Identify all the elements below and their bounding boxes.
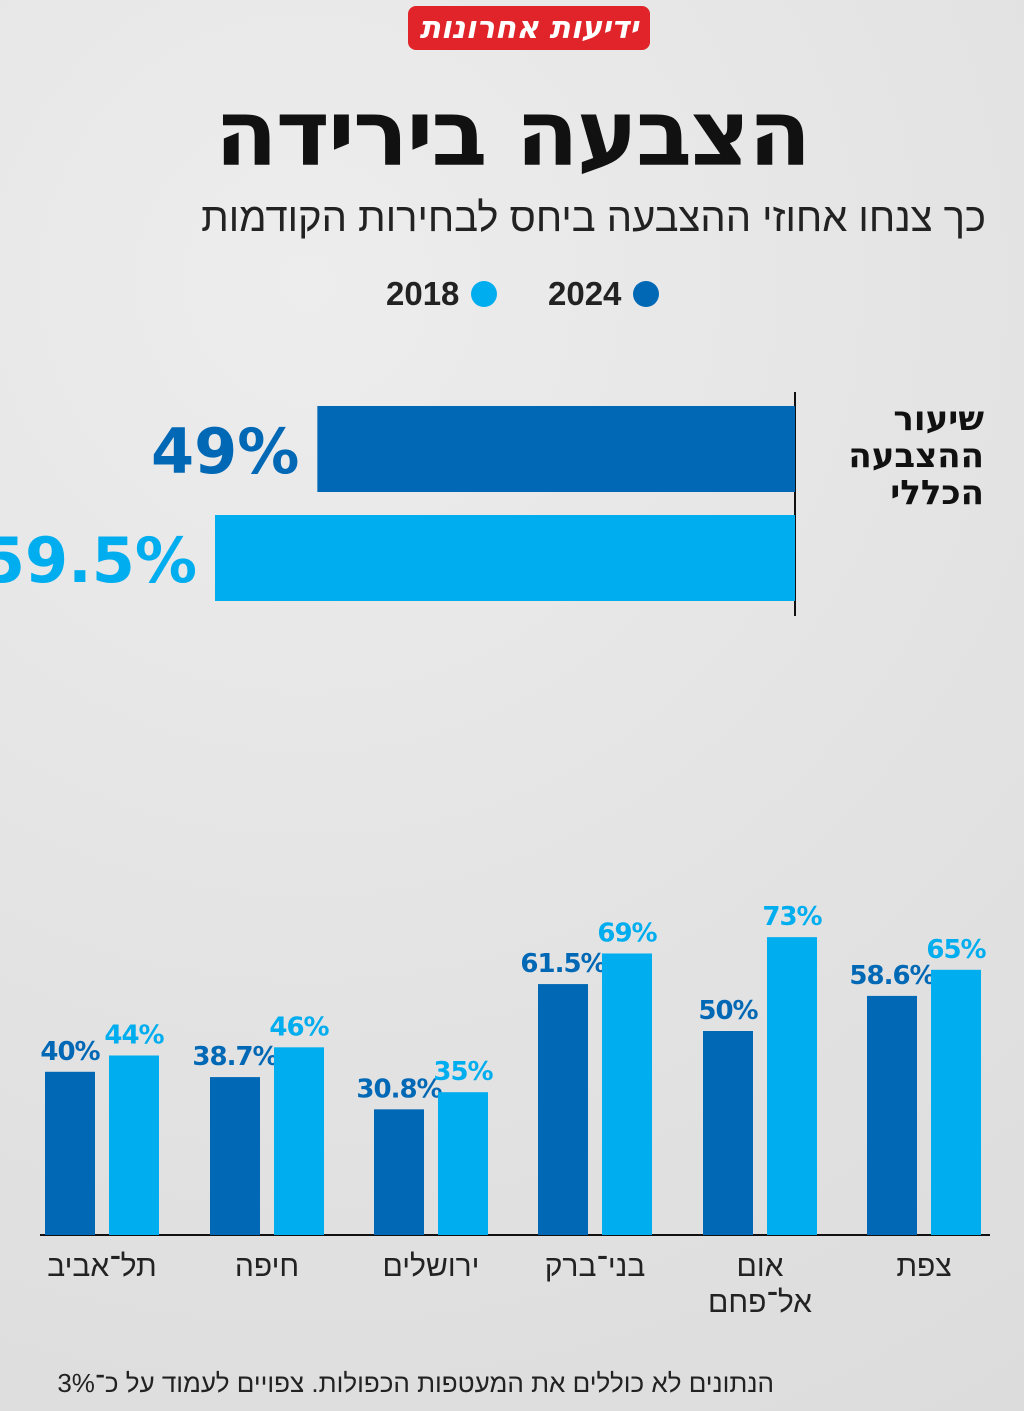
city-name-4: ירושלים: [383, 1250, 480, 1283]
city-bar-6-2018: [109, 1055, 159, 1235]
overall-bar-2018: [215, 515, 795, 601]
legend: 2024 2018: [0, 272, 1024, 316]
city-bar-5-2024: [210, 1077, 260, 1235]
city-bar-2-2018: [767, 937, 817, 1235]
city-label-3-2024: 61.5%: [520, 949, 606, 979]
city-bar-1-2018: [931, 969, 981, 1235]
overall-label-2024: 49%: [151, 415, 299, 488]
page-title: הצבעה בירידה: [214, 80, 812, 187]
legend-item-2024: 2024: [548, 272, 660, 316]
legend-item-2018: 2018: [386, 272, 498, 316]
city-label-2-2018: 73%: [762, 902, 822, 932]
overall-label-2018: 59.5%: [0, 524, 197, 597]
city-label-6-2018: 44%: [104, 1020, 164, 1050]
city-label-4-2018: 35%: [433, 1057, 493, 1087]
overall-title-line-3: הכללי: [890, 473, 984, 513]
footnote: הנתונים לא כוללים את המעטפות הכפולות. צפ…: [57, 1368, 774, 1398]
city-bar-4-2018: [438, 1092, 488, 1235]
city-label-2-2024: 50%: [698, 996, 758, 1026]
legend-label-2024: 2024: [548, 275, 622, 312]
city-label-6-2024: 40%: [40, 1037, 100, 1067]
page-subtitle: כך צנחו אחוזי ההצבעה ביחס לבחירות הקודמו…: [201, 196, 986, 240]
city-label-3-2018: 69%: [597, 918, 657, 948]
city-bar-4-2024: [374, 1109, 424, 1235]
city-label-4-2024: 30.8%: [356, 1074, 442, 1104]
city-name-5: חיפה: [235, 1250, 299, 1283]
legend-label-2018: 2018: [386, 275, 460, 312]
city-label-1-2024: 58.6%: [849, 961, 935, 991]
city-bar-3-2024: [538, 984, 588, 1235]
overall-bar-2024: [317, 406, 795, 492]
city-label-5-2024: 38.7%: [192, 1042, 278, 1072]
logo-text: ידיעות אחרונות: [419, 10, 639, 46]
city-name-6: תל־אביב: [47, 1250, 156, 1283]
city-bar-1-2024: [867, 995, 917, 1235]
city-bar-5-2018: [274, 1047, 324, 1235]
city-label-5-2018: 46%: [269, 1012, 329, 1042]
legend-dot-2024: [633, 281, 660, 307]
city-bar-3-2018: [602, 953, 652, 1235]
city-name-2: אום: [737, 1250, 784, 1283]
legend-dot-2018: [471, 281, 498, 307]
city-name-1: צפת: [896, 1250, 951, 1283]
city-name-3: בני־ברק: [545, 1250, 646, 1283]
city-name-2-line-2: אל־פחם: [708, 1286, 812, 1319]
newspaper-logo: ידיעות אחרונות: [408, 6, 650, 50]
city-label-1-2018: 65%: [926, 935, 986, 965]
city-bar-2-2024: [703, 1031, 753, 1235]
overall-title-line-2: ההצבעה: [848, 436, 984, 476]
overall-title-line-1: שיעור: [893, 399, 984, 439]
city-bar-6-2024: [45, 1071, 95, 1235]
